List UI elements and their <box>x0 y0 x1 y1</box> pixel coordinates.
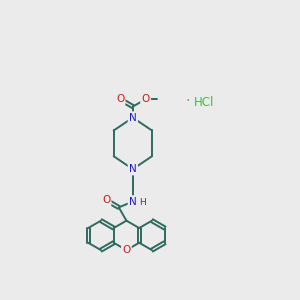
Text: H: H <box>139 199 146 208</box>
Text: O: O <box>102 195 110 205</box>
Text: N: N <box>129 196 137 206</box>
Text: N: N <box>129 112 137 123</box>
Text: O: O <box>116 94 124 104</box>
Text: N: N <box>129 164 137 174</box>
Text: O: O <box>141 94 150 104</box>
Text: O: O <box>122 245 130 255</box>
Text: HCl: HCl <box>194 96 214 110</box>
Text: ·: · <box>185 94 190 108</box>
